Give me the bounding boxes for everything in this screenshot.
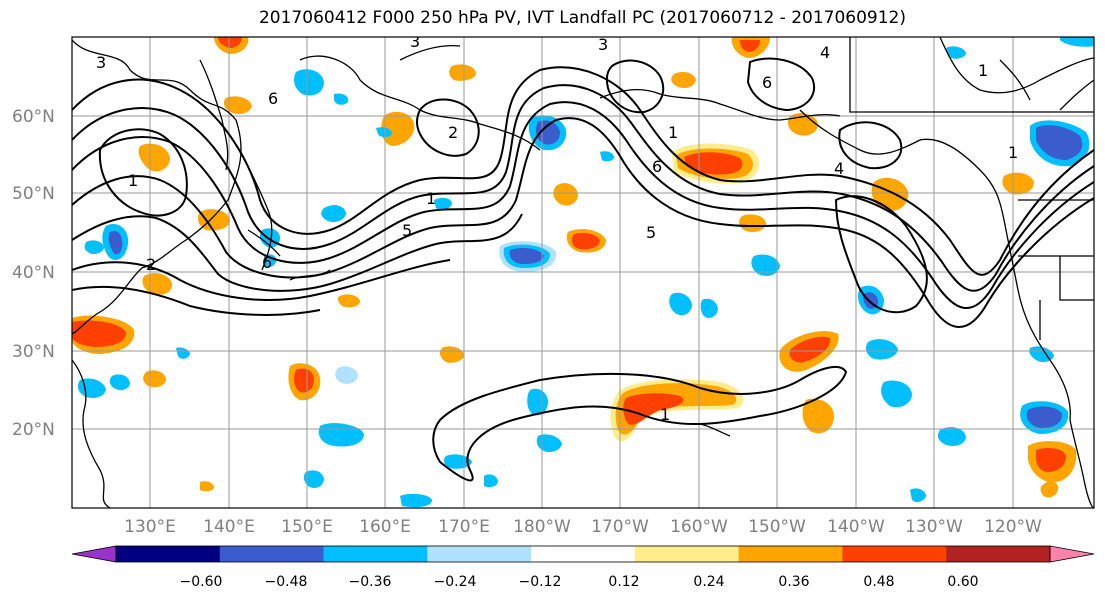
contour-label: 3 — [96, 53, 106, 72]
colorbar-tick-labels: −0.60 −0.48 −0.36 −0.24 −0.12 0.12 0.24 … — [180, 574, 979, 590]
lon-label: 160°E — [359, 517, 411, 537]
lat-label: 40°N — [12, 263, 55, 283]
colorbar-segment — [946, 546, 1051, 562]
colorbar-segment — [219, 546, 325, 562]
colorbar — [71, 545, 1095, 563]
lon-label: 170°W — [591, 517, 649, 537]
colorbar-segment — [323, 546, 428, 562]
lon-label: 130°E — [124, 517, 176, 537]
contour-label: 6 — [262, 253, 272, 272]
contour-label: 2 — [146, 255, 156, 274]
contour-label: 5 — [646, 223, 656, 242]
contour-label: 1 — [660, 405, 670, 424]
lat-label: 60°N — [12, 107, 55, 127]
lon-label: 140°E — [203, 517, 255, 537]
colorbar-extend-high — [1049, 545, 1095, 563]
colorbar-tick-label: 0.60 — [947, 574, 978, 590]
longitude-labels: 130°E 140°E 150°E 160°E 170°E 180°W 170°… — [124, 517, 1042, 537]
colorbar-tick-label: −0.36 — [349, 574, 392, 590]
colorbar-tick-label: −0.24 — [434, 574, 477, 590]
lat-label: 30°N — [12, 342, 55, 362]
lon-label: 180°W — [513, 517, 571, 537]
colorbar-tick-label: −0.60 — [180, 574, 223, 590]
colorbar-segment — [634, 546, 740, 562]
contour-label: 1 — [426, 189, 436, 208]
contour-label: 4 — [834, 159, 844, 178]
contour-label: 1 — [668, 123, 678, 142]
contour-labels: 3 3 3 6 2 1 5 6 2 1 1 6 4 6 4 5 1 1 1 — [96, 32, 1018, 424]
pv-contours — [72, 57, 1094, 482]
colorbar-tick-label: 0.36 — [778, 574, 809, 590]
contour-label: 3 — [598, 35, 608, 54]
lon-label: 170°E — [438, 517, 490, 537]
colorbar-tick-label: −0.12 — [519, 574, 562, 590]
contour-label: 1 — [978, 61, 988, 80]
coastlines — [72, 37, 1094, 508]
map-title: 2017060412 F000 250 hPa PV, IVT Landfall… — [258, 8, 906, 28]
colorbar-tick-label: 0.24 — [693, 574, 724, 590]
lon-label: 120°W — [984, 517, 1042, 537]
lon-label: 140°W — [827, 517, 885, 537]
contour-label: 5 — [402, 221, 412, 240]
lon-label: 160°W — [670, 517, 728, 537]
colorbar-tick-label: 0.48 — [863, 574, 894, 590]
graticule — [72, 37, 1094, 508]
lon-label: 150°W — [748, 517, 806, 537]
colorbar-extend-low — [71, 545, 117, 563]
colorbar-segment — [531, 546, 636, 562]
colorbar-segment — [427, 546, 532, 562]
colorbar-tick-label: 0.12 — [608, 574, 639, 590]
lat-label: 50°N — [12, 184, 55, 204]
contour-label: 6 — [762, 73, 772, 92]
colorbar-segment — [842, 546, 947, 562]
lat-label: 20°N — [12, 420, 55, 440]
colorbar-segment — [738, 546, 843, 562]
colorbar-frame — [115, 545, 1051, 563]
latitude-labels: 60°N 50°N 40°N 30°N 20°N — [12, 107, 55, 440]
positive-anomaly-shading — [72, 37, 1077, 498]
contour-label: 1 — [1008, 143, 1018, 162]
contour-label: 4 — [820, 43, 830, 62]
contour-label: 6 — [268, 89, 278, 108]
contour-label: 6 — [652, 157, 662, 176]
colorbar-segment — [116, 546, 221, 562]
contour-label: 3 — [410, 32, 420, 51]
lon-label: 150°E — [281, 517, 333, 537]
lon-label: 130°W — [905, 517, 963, 537]
contour-label: 2 — [448, 123, 458, 142]
colorbar-tick-label: −0.48 — [265, 574, 308, 590]
contour-label: 1 — [128, 171, 138, 190]
map-frame — [71, 36, 1095, 509]
